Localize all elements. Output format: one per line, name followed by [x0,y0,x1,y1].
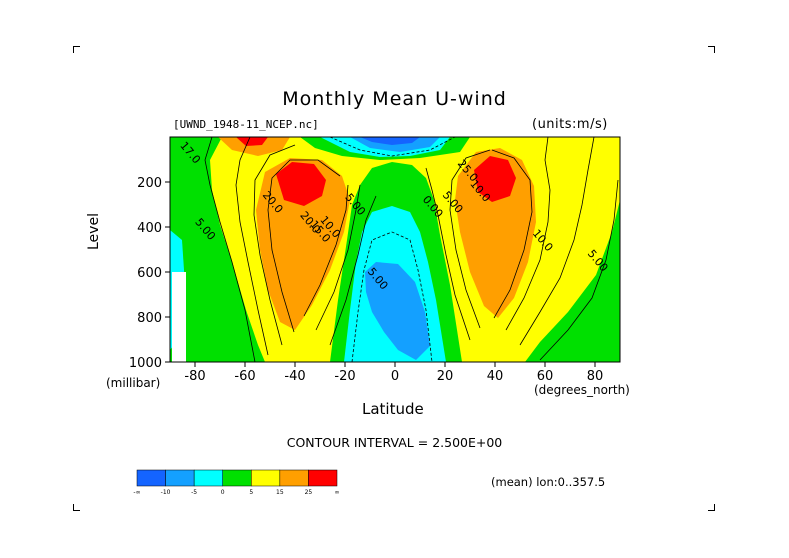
mean-longitude-label: (mean) lon:0..357.5 [491,475,606,489]
contour-line [425,167,471,341]
units-label: (units:m/s) [532,117,608,132]
colorbar-swatch [193,469,223,487]
contour-line [449,149,491,329]
red-jet-core-south [276,162,326,206]
x-tick-label: -40 [284,369,305,384]
orange-jet-south [256,158,350,330]
orange-top-south [218,137,290,156]
x-tick-label: 0 [391,369,399,384]
contour-interval-label: CONTOUR INTERVAL = 2.500E+00 [286,435,503,450]
colorbar-swatch [251,469,281,487]
red-region-top [236,137,268,146]
contour-line [267,159,341,333]
corner-mark-bottom-left [73,504,80,511]
contour-field [170,137,620,362]
blue-region-top [360,137,420,145]
x-tick-label: 60 [537,369,554,384]
x-tick-label: -60 [234,369,255,384]
contour-line [303,184,349,317]
contour-line [204,137,256,362]
contour-line [329,195,377,346]
y-tick-label: 400 [137,221,162,236]
chart-title: Monthly Mean U-wind [282,88,507,110]
colorbar-label: 5 [249,489,253,496]
y-tick-label: 800 [137,311,162,326]
corner-mark-bottom-right [708,504,715,511]
colorbar-label: -10 [161,489,171,496]
corner-mark-top-left [73,46,80,53]
y-axis-unit: (millibar) [106,376,161,390]
contour-line [253,144,296,346]
contour-line-negative [329,137,456,157]
white-surface-patch-lower [172,332,186,362]
source-file-label: [UWND_1948-11_NCEP.nc] [173,118,319,131]
axes: -80 -60 -40 -20 0 20 40 60 80 200 400 600 800 1000 [129,176,603,384]
x-tick-label: 20 [437,369,454,384]
contour-line [519,137,595,346]
white-surface-patch [172,272,186,332]
y-tick-label: 200 [137,176,162,191]
colorbar-label: -∞ [133,489,140,496]
red-jet-core-north [474,156,516,202]
colorbar-swatch [165,469,195,487]
x-tick-label: 40 [487,369,504,384]
y-tick-label: 1000 [129,356,162,371]
colorbar-label: 0 [221,489,225,496]
negative-contours [329,137,456,362]
contour-lines [204,137,619,362]
corner-mark-top-right [708,46,715,53]
contour-line [491,149,533,319]
colorbar-label: 25 [305,489,313,496]
colorbar-swatch [308,469,338,487]
colorbar-label: -5 [191,489,197,496]
x-tick-label: 80 [587,369,604,384]
orange-jet-north [455,148,536,318]
x-axis-label: Latitude [362,400,424,418]
contour-line [539,179,619,361]
contour-line-negative [351,231,433,362]
green-region-north [525,200,620,362]
colorbar-swatch [279,469,309,487]
colorbar-label: ∞ [335,489,340,496]
colorbar-label: 15 [276,489,284,496]
contour-line [505,137,551,331]
x-axis-unit: (degrees_north) [534,383,630,397]
colorbar-swatch [136,469,166,487]
colorbar: -∞ -10 -5 0 5 15 25 ∞ [133,469,340,496]
contour-line [315,184,361,331]
lightblue-region-tropics [365,262,430,360]
contour-line [235,137,269,356]
x-tick-label: -20 [334,369,355,384]
green-region-south [170,137,265,362]
colorbar-swatch [222,469,252,487]
x-tick-label: -80 [184,369,205,384]
y-tick-label: 600 [137,266,162,281]
